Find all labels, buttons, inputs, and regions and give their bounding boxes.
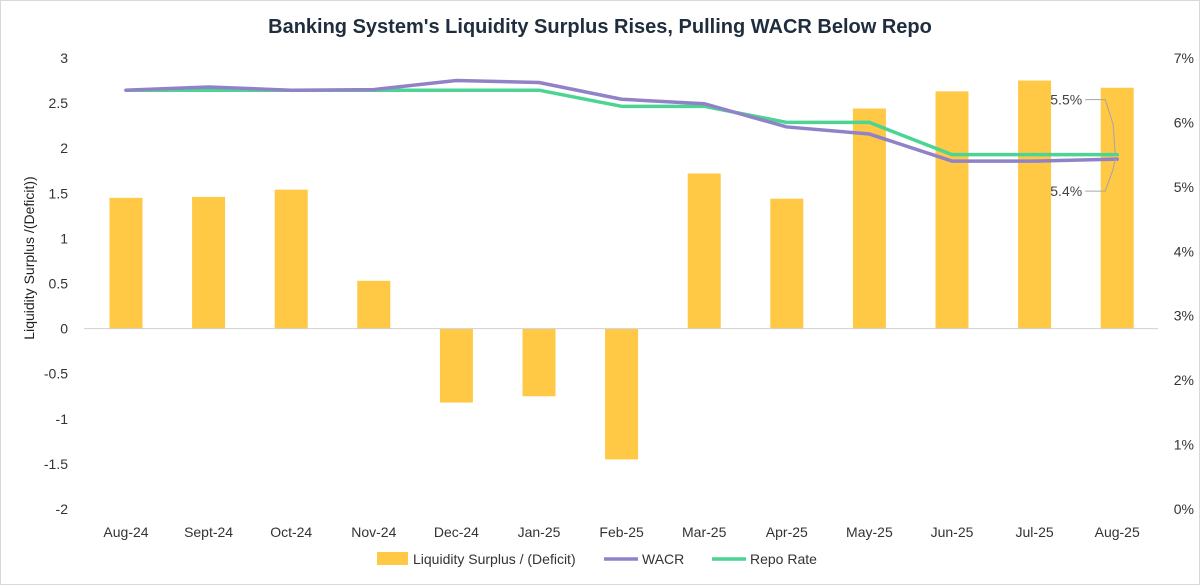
legend-item-liquidity-surplus-deficit-: Liquidity Surplus / (Deficit) <box>377 551 576 567</box>
x-axis-ticks: Aug-24 Sept-24 Oct-24 Nov-24 Dec-24 Jan-25 Feb… <box>103 524 1140 540</box>
left-tick-label: -2 <box>56 501 69 517</box>
bar-Sept-24 <box>192 196 226 329</box>
left-tick-label: -1 <box>56 411 69 427</box>
x-tick-label: Dec-24 <box>434 524 479 540</box>
x-tick-label: Jan-25 <box>518 524 561 540</box>
annotation-wacr: 5.4% <box>1050 183 1082 199</box>
legend-item-repo-rate: Repo Rate <box>712 551 817 567</box>
left-tick-label: 0.5 <box>49 276 69 292</box>
bar-Jun-25 <box>935 91 969 329</box>
x-tick-label: Sept-24 <box>184 524 233 540</box>
left-tick-label: 1.5 <box>49 185 69 201</box>
right-tick-label: 5% <box>1174 179 1194 195</box>
left-axis-ticks: 3 2.5 2 1.5 1 0.5 0 -0.5 -1 -1.5 -2 <box>44 50 68 517</box>
wacr-line <box>124 78 1119 163</box>
annotations: 5.5% 5.4% <box>1050 92 1116 199</box>
right-tick-label: 3% <box>1174 308 1194 324</box>
legend-label: WACR <box>642 551 684 567</box>
bar-Apr-25 <box>770 198 804 329</box>
bar-Oct-24 <box>274 189 308 329</box>
annotation-leader <box>1085 159 1116 192</box>
x-tick-label: May-25 <box>846 524 893 540</box>
chart-title: Banking System's Liquidity Surplus Rises… <box>268 16 932 38</box>
annotation-leader <box>1085 99 1116 155</box>
bar-Nov-24 <box>357 280 391 329</box>
legend-swatch <box>377 552 408 565</box>
right-tick-label: 1% <box>1174 437 1194 453</box>
left-tick-label: 3 <box>60 50 68 66</box>
x-tick-label: Nov-24 <box>351 524 396 540</box>
x-tick-label: Oct-24 <box>270 524 312 540</box>
x-tick-label: Mar-25 <box>682 524 727 540</box>
bar-Aug-24 <box>109 197 143 329</box>
left-tick-label: -0.5 <box>44 366 68 382</box>
bar-series <box>109 80 1134 460</box>
left-tick-label: 2.5 <box>49 95 69 111</box>
y-axis-label: Liquidity Surplus /(Deficit)) <box>21 176 37 339</box>
right-tick-label: 2% <box>1174 372 1194 388</box>
x-tick-label: Jul-25 <box>1016 524 1054 540</box>
x-tick-label: Jun-25 <box>931 524 974 540</box>
right-tick-label: 4% <box>1174 243 1194 259</box>
bar-Aug-25 <box>1100 87 1134 329</box>
right-tick-label: 6% <box>1174 114 1194 130</box>
right-tick-label: 7% <box>1174 50 1194 66</box>
x-tick-label: Apr-25 <box>766 524 808 540</box>
right-axis-ticks: 7% 6% 5% 4% 3% 2% 1% 0% <box>1174 50 1194 517</box>
bar-May-25 <box>852 108 886 329</box>
legend-label: Repo Rate <box>750 551 817 567</box>
legend: Liquidity Surplus / (Deficit) WACR Repo Ra… <box>377 551 817 567</box>
left-tick-label: 0 <box>60 321 68 337</box>
legend-item-wacr: WACR <box>604 551 684 567</box>
bar-Dec-24 <box>439 328 473 403</box>
bar-Mar-25 <box>687 173 721 329</box>
bar-Feb-25 <box>605 328 639 460</box>
left-tick-label: 2 <box>60 140 68 156</box>
x-tick-label: Feb-25 <box>599 524 644 540</box>
line-series <box>124 78 1119 163</box>
annotation-repo-rate: 5.5% <box>1050 92 1082 108</box>
left-tick-label: 1 <box>60 230 68 246</box>
left-tick-label: -1.5 <box>44 456 68 472</box>
x-tick-label: Aug-24 <box>103 524 148 540</box>
x-tick-label: Aug-25 <box>1095 524 1140 540</box>
legend-label: Liquidity Surplus / (Deficit) <box>413 551 576 567</box>
bar-Jul-25 <box>1018 80 1052 329</box>
right-tick-label: 0% <box>1174 501 1194 517</box>
bar-Jan-25 <box>522 328 556 397</box>
